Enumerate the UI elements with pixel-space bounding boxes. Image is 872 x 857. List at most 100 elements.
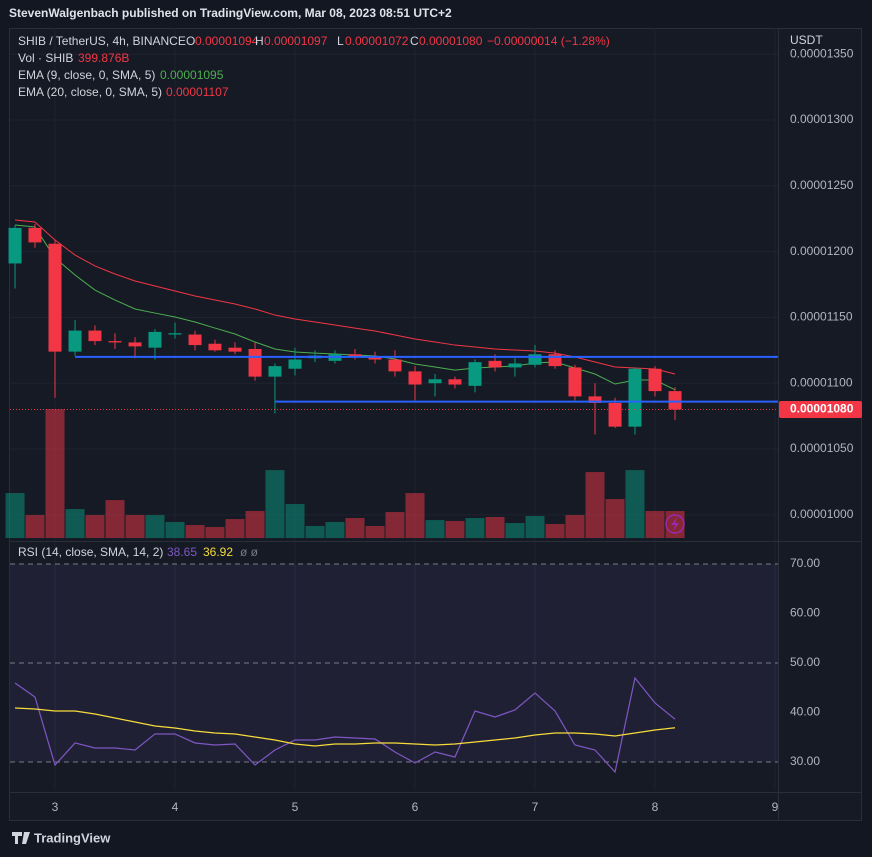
volume-bar — [465, 518, 485, 538]
candle-body — [608, 402, 622, 427]
volume-value: 399.876B — [78, 51, 129, 65]
volume-bar — [565, 515, 585, 538]
brand-name: TradingView — [34, 830, 111, 845]
candle-body — [548, 354, 562, 367]
alert-icon[interactable] — [665, 514, 685, 534]
candle-body — [188, 334, 202, 346]
x-tick-label: 7 — [532, 800, 539, 814]
high-key: H — [255, 34, 264, 48]
candle-body — [168, 333, 182, 335]
volume-bar — [585, 472, 605, 538]
volume-bar — [185, 525, 205, 538]
open-key: O — [186, 34, 195, 48]
ema20-legend: EMA (20, close, 0, SMA, 5) — [18, 85, 162, 99]
ema9-legend: EMA (9, close, 0, SMA, 5) — [18, 68, 155, 82]
candle-body — [568, 367, 582, 397]
volume-bar — [5, 493, 25, 538]
last-price-label: 0.00001080 — [790, 402, 854, 416]
candle-body — [8, 227, 22, 264]
volume-bar — [325, 522, 345, 538]
volume-bar — [545, 524, 565, 538]
volume-bar — [65, 509, 85, 538]
candle-body — [408, 371, 422, 385]
volume-bar — [225, 519, 245, 538]
high-value: 0.00001097 — [264, 34, 328, 48]
x-tick-label: 8 — [652, 800, 659, 814]
candle-body — [228, 347, 242, 352]
volume-bar — [385, 512, 405, 538]
axis-unit: USDT — [790, 33, 823, 47]
rsi-tick-label: 70.00 — [790, 556, 820, 570]
volume-bar — [285, 504, 305, 538]
candle-body — [208, 343, 222, 351]
y-tick-label: 0.00001000 — [790, 507, 854, 521]
candle-body — [128, 342, 142, 347]
candle-body — [148, 331, 162, 348]
volume-bar — [145, 515, 165, 538]
candle-body — [668, 391, 682, 410]
rsi-tick-label: 60.00 — [790, 606, 820, 620]
brand-logo — [12, 832, 30, 844]
last-price-badge — [779, 401, 862, 419]
candle-body — [428, 379, 442, 384]
candle-body — [648, 368, 662, 392]
volume-bar — [265, 470, 285, 538]
open-value: 0.00001094 — [195, 34, 259, 48]
volume-bar — [505, 523, 525, 538]
x-tick-label: 5 — [292, 800, 299, 814]
y-tick-label: 0.00001350 — [790, 46, 854, 60]
rsi-tick-label: 50.00 — [790, 655, 820, 669]
candle-body — [508, 363, 522, 368]
volume-bar — [105, 500, 125, 538]
candle-body — [588, 396, 602, 403]
rsi-legend: RSI (14, close, SMA, 14, 2) — [18, 545, 163, 559]
candle-body — [28, 227, 42, 243]
candle-body — [68, 330, 82, 352]
volume-bar — [645, 511, 665, 538]
low-key: L — [337, 34, 344, 48]
candle-body — [248, 349, 262, 377]
y-tick-label: 0.00001250 — [790, 178, 854, 192]
x-tick-label: 3 — [52, 800, 59, 814]
candle-body — [348, 354, 362, 357]
x-tick-label: 9 — [772, 800, 779, 814]
volume-bar — [165, 522, 185, 538]
rsi-tick-label: 40.00 — [790, 705, 820, 719]
volume-bar — [365, 525, 385, 538]
volume-bar — [125, 515, 145, 538]
volume-bar — [445, 520, 465, 538]
volume-bar — [525, 515, 545, 538]
rsi-value: 38.65 — [167, 545, 197, 559]
candle-body — [448, 379, 462, 385]
grid-layer — [10, 28, 778, 790]
volume-bar — [25, 515, 45, 538]
candle-body — [528, 354, 542, 365]
volume-bar — [205, 526, 225, 538]
rsi-line — [15, 707, 676, 747]
y-tick-label: 0.00001050 — [790, 441, 854, 455]
candle-body — [468, 362, 482, 386]
rsi-extra: ø ø — [240, 545, 259, 559]
candle-body — [268, 366, 282, 377]
candle-body — [288, 359, 302, 369]
y-tick-label: 0.00001200 — [790, 244, 854, 258]
ema9-value: 0.00001095 — [160, 68, 224, 82]
volume-bar — [625, 470, 645, 538]
rsi-tick-label: 30.00 — [790, 754, 820, 768]
close-value: 0.00001080 — [419, 34, 483, 48]
rsi-line — [14, 676, 676, 774]
volume-bar — [245, 511, 265, 538]
volume-bar — [305, 525, 325, 538]
rsi-ma-value: 36.92 — [203, 545, 233, 559]
candle-body — [368, 356, 382, 360]
volume-bar — [85, 515, 105, 538]
candle-body — [48, 243, 62, 352]
symbol-title: SHIB / TetherUS, 4h, BINANCE — [18, 34, 186, 48]
publisher-header: StevenWalgenbach published on TradingVie… — [9, 6, 452, 20]
candle-body — [388, 359, 402, 372]
plot-layer — [5, 219, 778, 774]
volume-legend: Vol · SHIB — [18, 51, 73, 65]
volume-bar — [45, 409, 65, 538]
y-tick-label: 0.00001150 — [790, 310, 853, 324]
